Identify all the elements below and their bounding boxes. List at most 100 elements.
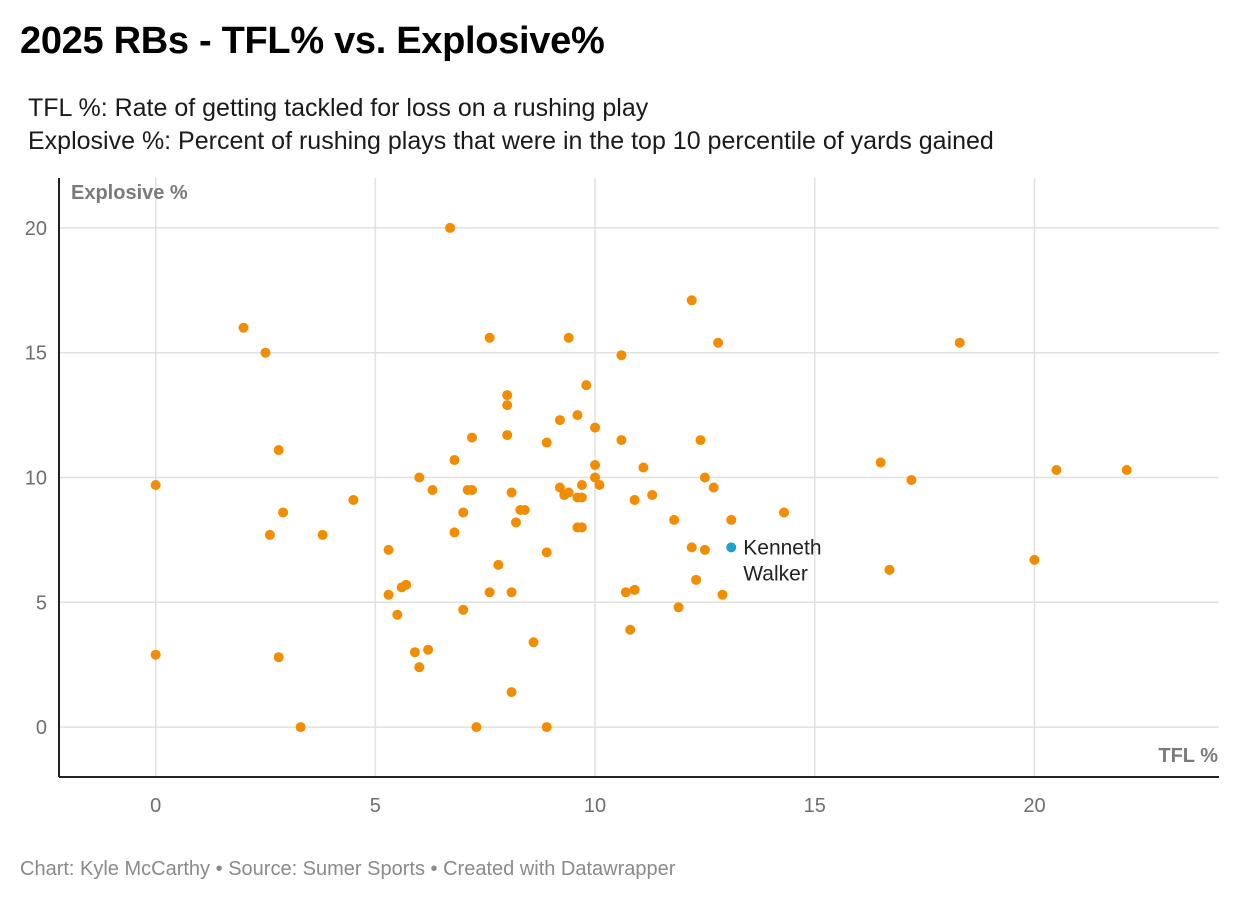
data-point [273, 652, 284, 663]
data-point [392, 609, 403, 620]
data-point [502, 400, 513, 411]
data-point [906, 474, 917, 485]
data-point [467, 432, 478, 443]
data-point [541, 437, 552, 448]
data-point [449, 455, 460, 466]
data-point [629, 494, 640, 505]
data-point [502, 430, 513, 441]
data-point [260, 347, 271, 358]
data-point [278, 507, 289, 518]
data-point [506, 587, 517, 598]
data-point [458, 507, 469, 518]
y-tick-label: 0 [36, 717, 47, 739]
data-point [554, 415, 565, 426]
data-point [506, 687, 517, 698]
chart-description: TFL %: Rate of getting tackled for loss … [28, 92, 994, 158]
data-point [554, 482, 565, 493]
data-point [673, 602, 684, 613]
footer-credit: Chart: Kyle McCarthy [20, 858, 211, 880]
data-point [383, 589, 394, 600]
data-point [576, 522, 587, 533]
data-point [484, 332, 495, 343]
data-point [458, 604, 469, 615]
data-point [264, 529, 275, 540]
y-tick-label: 15 [25, 343, 47, 365]
data-point [493, 559, 504, 570]
footer-separator: • [430, 858, 438, 880]
data-point [638, 462, 649, 473]
data-point [708, 482, 719, 493]
data-point [581, 380, 592, 391]
data-point [414, 472, 425, 483]
data-point [647, 489, 658, 500]
highlight-label-line: Walker [743, 562, 808, 585]
data-point [713, 337, 724, 348]
y-tick-label: 5 [36, 592, 47, 614]
data-point [484, 587, 495, 598]
data-point [295, 722, 306, 733]
data-point [884, 564, 895, 575]
data-point [686, 542, 697, 553]
x-tick-label: 20 [1023, 795, 1045, 817]
footer-tool: Created with Datawrapper [443, 858, 676, 880]
data-point [699, 472, 710, 483]
data-point [541, 547, 552, 558]
data-point [594, 479, 605, 490]
data-point [150, 479, 161, 490]
data-point [467, 484, 478, 495]
data-point [502, 390, 513, 401]
data-point [510, 517, 521, 528]
data-point [779, 507, 789, 518]
data-point [471, 722, 482, 733]
data-point [383, 544, 394, 555]
gridlines [59, 178, 1219, 777]
data-point [317, 529, 328, 540]
data-point [616, 350, 627, 361]
data-point [629, 584, 640, 595]
data-point [717, 589, 728, 600]
data-point [414, 662, 425, 673]
data-point [427, 484, 438, 495]
data-point [401, 579, 412, 590]
footer-separator: • [215, 858, 223, 880]
data-point [409, 647, 420, 658]
data-point [541, 722, 552, 733]
chart-title: 2025 RBs - TFL% vs. Explosive% [20, 20, 605, 62]
data-point [1051, 465, 1062, 476]
data-point [686, 295, 697, 306]
highlight-point [726, 542, 737, 553]
description-line-explosive: Explosive %: Percent of rushing plays th… [28, 127, 994, 155]
data-point [576, 492, 587, 503]
chart-footer: Chart: Kyle McCarthy • Source: Sumer Spo… [20, 858, 675, 881]
data-point [691, 574, 702, 585]
highlight-label-line: Kenneth [743, 536, 821, 559]
y-axis-title: Explosive % [71, 182, 188, 204]
data-point [238, 322, 249, 333]
data-point [726, 514, 737, 525]
data-point [563, 332, 574, 343]
data-point [348, 494, 359, 505]
highlight-group: Kenneth Walker [726, 536, 822, 585]
data-point [519, 504, 530, 515]
data-point [699, 544, 710, 555]
data-point [572, 410, 583, 421]
data-point [563, 487, 574, 498]
y-tick-label: 10 [25, 468, 47, 490]
data-point [590, 422, 601, 433]
data-point [576, 479, 587, 490]
data-point [1029, 554, 1040, 565]
x-axis-title: TFL % [1158, 745, 1218, 767]
x-tick-label: 5 [370, 795, 381, 817]
data-point [506, 487, 517, 498]
x-tick-label: 0 [150, 795, 161, 817]
data-point [273, 445, 284, 456]
x-tick-label: 15 [804, 795, 826, 817]
data-point [669, 514, 680, 525]
data-point [875, 457, 886, 468]
footer-source: Source: Sumer Sports [228, 858, 425, 880]
data-point [150, 649, 161, 660]
description-line-tfl: TFL %: Rate of getting tackled for loss … [28, 94, 649, 122]
data-points [150, 222, 1132, 733]
x-tick-label: 10 [584, 795, 606, 817]
